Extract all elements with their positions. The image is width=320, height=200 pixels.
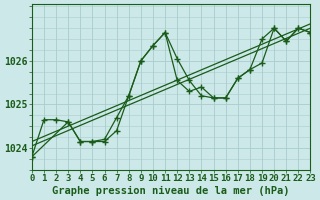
X-axis label: Graphe pression niveau de la mer (hPa): Graphe pression niveau de la mer (hPa) (52, 186, 290, 196)
